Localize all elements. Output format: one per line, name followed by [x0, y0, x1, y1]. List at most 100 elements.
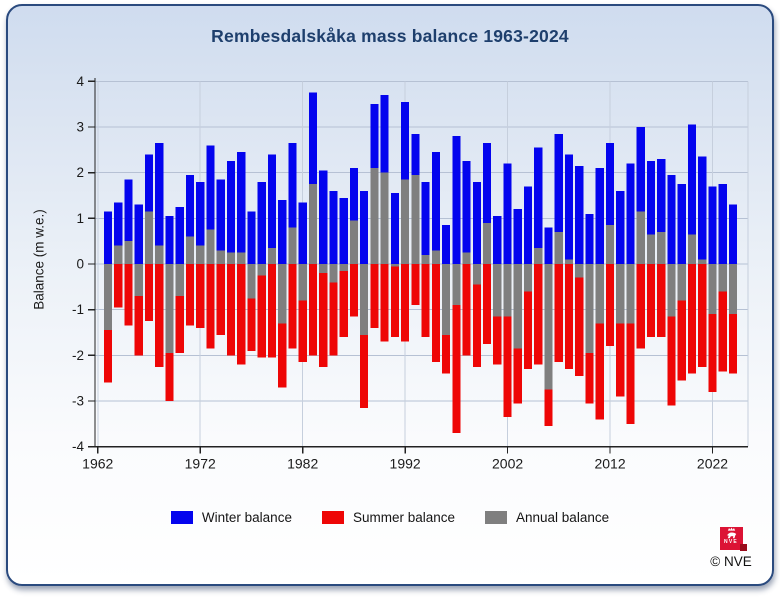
bar-summer-1968 — [155, 264, 164, 367]
x-tick-label-1982: 1982 — [287, 456, 318, 472]
bar-winter-1963 — [103, 211, 113, 264]
bar-winter-2001 — [493, 216, 502, 264]
bar-winter-2021 — [698, 156, 707, 264]
bar-annual-1974 — [216, 250, 225, 264]
nve-emblem-icon — [726, 527, 736, 539]
bar-summer-2017 — [657, 264, 666, 338]
bar-annual-1966 — [134, 264, 143, 296]
bar-summer-2002 — [503, 264, 512, 417]
bar-winter-1972 — [196, 181, 205, 264]
bar-annual-1977 — [247, 264, 256, 299]
bar-annual-2024 — [728, 264, 738, 315]
bar-winter-1999 — [472, 181, 481, 264]
bar-winter-1974 — [216, 179, 225, 264]
bar-annual-1980 — [278, 264, 287, 324]
chart-card — [6, 4, 774, 586]
bar-annual-1975 — [226, 252, 236, 264]
bar-annual-2020 — [687, 234, 697, 264]
bar-summer-1985 — [329, 264, 338, 356]
bar-summer-2019 — [677, 264, 686, 381]
y-tick-label-3: 3 — [76, 119, 84, 134]
bar-winter-2004 — [523, 186, 533, 264]
bar-annual-1965 — [124, 241, 133, 264]
x-tick-label-2012: 2012 — [594, 456, 625, 472]
y-tick-label-2: 2 — [76, 165, 84, 180]
bar-summer-1998 — [462, 264, 471, 356]
bar-winter-1969 — [165, 216, 174, 264]
y-tick-label-4: 4 — [76, 74, 84, 89]
bar-annual-2003 — [513, 264, 522, 349]
bar-winter-1983 — [308, 92, 318, 264]
nve-logo-text: NVE — [724, 539, 738, 545]
bar-summer-2021 — [698, 264, 707, 367]
bar-winter-1991 — [390, 193, 399, 264]
bar-summer-1970 — [175, 264, 184, 354]
bar-annual-1981 — [288, 227, 297, 264]
bar-annual-1999 — [472, 264, 481, 285]
bar-summer-1995 — [431, 264, 440, 363]
bar-summer-1980 — [278, 264, 287, 388]
bar-summer-2023 — [718, 264, 727, 372]
bar-annual-2008 — [564, 259, 574, 264]
bar-winter-2019 — [677, 184, 686, 264]
bar-winter-1973 — [206, 145, 215, 264]
bar-winter-1981 — [288, 142, 297, 264]
bar-annual-1963 — [103, 264, 113, 331]
bar-summer-1984 — [319, 264, 328, 367]
bar-summer-2004 — [523, 264, 533, 370]
x-tick-label-1992: 1992 — [390, 456, 421, 472]
legend-item-winter: Winter balance — [170, 510, 292, 525]
bar-annual-1970 — [175, 264, 184, 296]
bar-annual-1967 — [144, 211, 154, 264]
bar-summer-1976 — [237, 264, 246, 365]
bar-winter-1985 — [329, 190, 338, 264]
bar-annual-1984 — [319, 264, 328, 274]
mass-balance-bar-chart: 4 3 2 1 0 -1 -2 -3 -4 1962 1972 1982 1992 2002 2012 202… — [72, 74, 749, 472]
bar-annual-1987 — [349, 220, 359, 264]
bar-annual-2015 — [636, 211, 645, 264]
x-tick-label-1962: 1962 — [82, 456, 113, 472]
bar-winter-1965 — [124, 179, 133, 264]
bar-winter-2022 — [708, 186, 717, 264]
bar-annual-1990 — [380, 172, 389, 264]
copyright-text: © NVE — [710, 554, 752, 569]
bar-winter-2024 — [728, 204, 738, 264]
bar-summer-2012 — [605, 264, 615, 347]
bar-summer-2007 — [554, 264, 563, 363]
bar-annual-2009 — [575, 264, 584, 278]
bar-summer-2013 — [616, 264, 625, 397]
bar-annual-1992 — [401, 179, 410, 264]
bar-annual-2001 — [493, 264, 502, 317]
bar-winter-1977 — [247, 211, 256, 264]
bar-summer-1979 — [267, 264, 277, 358]
legend-label-annual: Annual balance — [516, 510, 610, 525]
bar-summer-1972 — [196, 264, 205, 328]
bar-summer-1974 — [216, 264, 225, 335]
bar-summer-1992 — [401, 264, 410, 342]
legend-label-summer: Summer balance — [352, 510, 456, 525]
bar-summer-1967 — [144, 264, 154, 322]
bar-winter-2003 — [513, 209, 522, 264]
bar-winter-2017 — [657, 158, 666, 264]
bar-summer-1977 — [247, 264, 256, 351]
legend-item-summer: Summer balance — [321, 510, 456, 525]
bar-winter-1995 — [431, 152, 440, 264]
bar-winter-1976 — [237, 152, 246, 264]
bar-annual-2002 — [503, 264, 512, 317]
bar-annual-1968 — [155, 245, 164, 264]
bar-winter-2015 — [636, 126, 645, 265]
bar-summer-2015 — [636, 264, 645, 349]
bar-winter-1988 — [360, 190, 369, 264]
bar-winter-1966 — [134, 204, 143, 264]
bar-annual-1996 — [442, 264, 451, 335]
legend: Winter balance Summer balance Annual bal… — [0, 510, 780, 525]
bar-annual-1989 — [370, 168, 379, 264]
bar-annual-2016 — [646, 234, 656, 264]
bar-summer-1965 — [124, 264, 133, 326]
bar-summer-2008 — [564, 264, 574, 370]
bar-annual-1993 — [411, 174, 420, 264]
bar-annual-2004 — [523, 264, 533, 292]
bar-summer-1973 — [206, 264, 215, 349]
bar-winter-1997 — [452, 136, 461, 264]
